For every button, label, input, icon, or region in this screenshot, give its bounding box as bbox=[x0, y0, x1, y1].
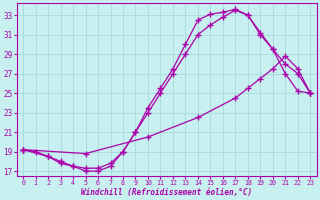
X-axis label: Windchill (Refroidissement éolien,°C): Windchill (Refroidissement éolien,°C) bbox=[81, 188, 252, 197]
